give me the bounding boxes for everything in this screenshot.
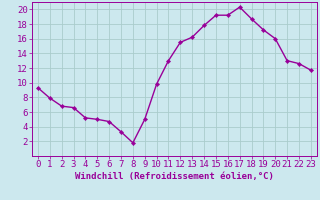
X-axis label: Windchill (Refroidissement éolien,°C): Windchill (Refroidissement éolien,°C) (75, 172, 274, 181)
